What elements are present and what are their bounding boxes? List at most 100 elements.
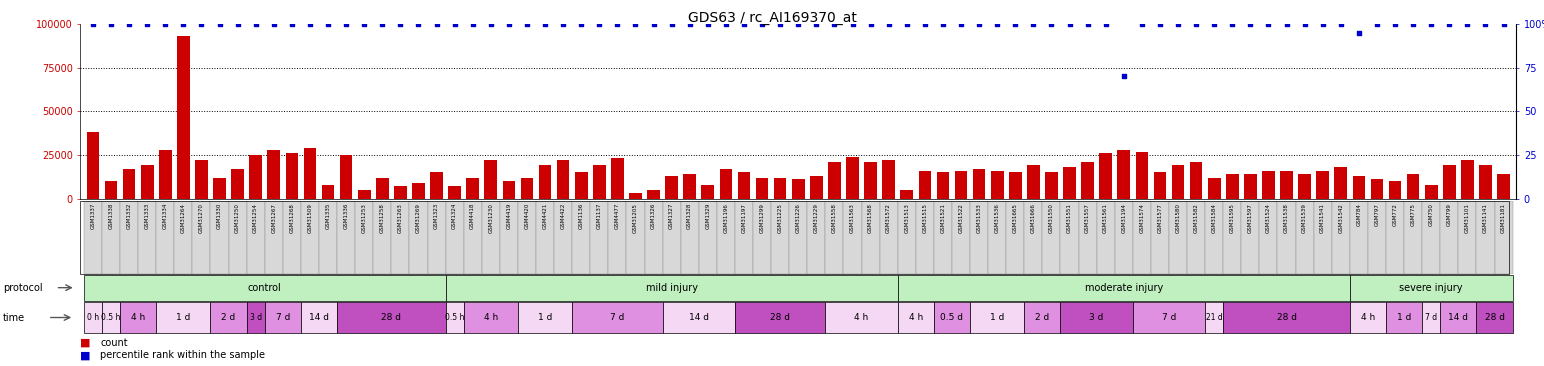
Bar [1277, 201, 1295, 274]
Bar [1135, 152, 1149, 199]
Text: ■: ■ [80, 338, 91, 348]
Point [1238, 21, 1263, 27]
Point [1365, 21, 1390, 27]
Point [442, 21, 466, 27]
Text: GSM31270: GSM31270 [199, 203, 204, 233]
Text: GDS63 / rc_AI169370_at: GDS63 / rc_AI169370_at [687, 11, 857, 25]
Bar [988, 201, 1007, 274]
Bar [1226, 174, 1238, 199]
Text: GSM31665: GSM31665 [1013, 203, 1017, 233]
Bar [590, 201, 608, 274]
Bar [826, 201, 843, 274]
Point [931, 21, 956, 27]
Point [1021, 21, 1045, 27]
Text: time: time [3, 313, 25, 322]
Bar [264, 201, 283, 274]
Bar [792, 179, 804, 199]
Bar [699, 201, 716, 274]
Bar [1368, 201, 1387, 274]
Point [1039, 21, 1064, 27]
Text: GSM4422: GSM4422 [560, 203, 565, 229]
Bar [1169, 201, 1187, 274]
Bar [1422, 302, 1441, 333]
Text: GSM31577: GSM31577 [1158, 203, 1163, 233]
Point [371, 21, 395, 27]
Text: GSM31550: GSM31550 [1048, 203, 1055, 233]
Point [1292, 21, 1317, 27]
Text: GSM31597: GSM31597 [1248, 203, 1252, 233]
Bar [1153, 172, 1166, 199]
Bar [916, 201, 934, 274]
Point [425, 21, 449, 27]
Bar [264, 302, 301, 333]
Point [659, 21, 684, 27]
Text: GSM4421: GSM4421 [542, 203, 548, 229]
Text: count: count [100, 338, 128, 348]
Bar [1118, 150, 1130, 199]
Point [171, 21, 196, 27]
Bar [716, 201, 735, 274]
Text: GSM31225: GSM31225 [778, 203, 783, 233]
Text: GSM31533: GSM31533 [977, 203, 982, 233]
Bar [1081, 162, 1095, 199]
Text: GSM1336: GSM1336 [344, 203, 349, 229]
Point [207, 21, 232, 27]
Bar [391, 201, 409, 274]
Bar [1349, 302, 1387, 333]
Bar [409, 201, 428, 274]
Bar [1223, 201, 1241, 274]
Text: 4 h: 4 h [483, 313, 497, 322]
Point [1058, 21, 1082, 27]
Text: 0.5 h: 0.5 h [445, 313, 465, 322]
Bar [232, 169, 244, 199]
Point [1184, 21, 1209, 27]
Bar [1441, 201, 1459, 274]
Text: 2 d: 2 d [1036, 313, 1050, 322]
Point [605, 21, 630, 27]
Bar [1299, 174, 1311, 199]
Point [1274, 21, 1299, 27]
Text: 28 d: 28 d [1277, 313, 1297, 322]
Bar [808, 201, 826, 274]
Bar [1459, 201, 1476, 274]
Text: GSM31515: GSM31515 [922, 203, 928, 233]
Point [641, 21, 665, 27]
Bar [1349, 201, 1368, 274]
Text: GSM31536: GSM31536 [994, 203, 999, 233]
Point [1311, 21, 1336, 27]
Bar [1150, 201, 1169, 274]
Text: GSM31197: GSM31197 [741, 203, 746, 233]
Bar [934, 201, 953, 274]
Text: 2 d: 2 d [221, 313, 236, 322]
Point [821, 21, 846, 27]
Text: GSM31524: GSM31524 [1266, 203, 1271, 233]
Bar [301, 302, 337, 333]
Bar [789, 201, 808, 274]
Bar [102, 201, 120, 274]
Point [1257, 21, 1282, 27]
Point [315, 21, 340, 27]
Bar [213, 178, 225, 199]
Point [1473, 21, 1498, 27]
Point [388, 21, 412, 27]
Bar [1349, 274, 1513, 301]
Text: GSM31263: GSM31263 [398, 203, 403, 233]
Bar [283, 201, 301, 274]
Text: severe injury: severe injury [1399, 283, 1464, 293]
Point [244, 21, 269, 27]
Text: GSM31258: GSM31258 [380, 203, 384, 233]
Bar [105, 181, 117, 199]
Bar [735, 302, 826, 333]
Bar [355, 201, 374, 274]
Bar [738, 172, 750, 199]
Bar [1479, 165, 1492, 199]
Text: GSM31580: GSM31580 [1175, 203, 1181, 233]
Bar [124, 169, 136, 199]
Point [985, 21, 1010, 27]
Text: 28 d: 28 d [1484, 313, 1504, 322]
Text: GSM1327: GSM1327 [669, 203, 675, 229]
Text: 28 d: 28 d [770, 313, 791, 322]
Point [713, 21, 738, 27]
Text: GSM31574: GSM31574 [1139, 203, 1144, 233]
Bar [1190, 162, 1203, 199]
